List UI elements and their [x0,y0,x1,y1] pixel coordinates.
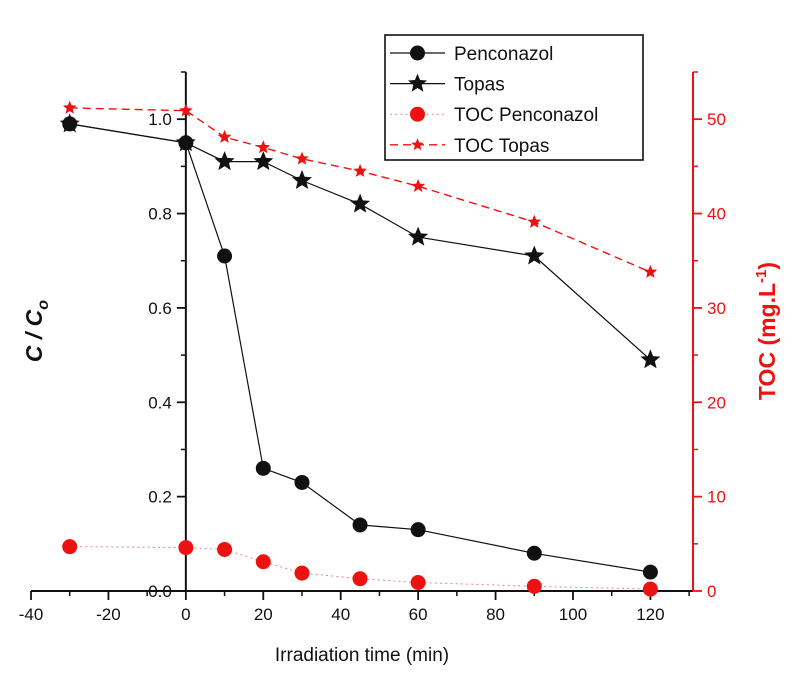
marker-star [643,264,658,278]
marker-star [408,73,427,92]
marker-star [411,138,424,151]
y-right-tick-label: 10 [707,488,726,507]
y-axis-title-right-close: ) [754,262,780,270]
series-toc-topas [62,100,658,278]
legend-item-topas: Topas [390,73,505,96]
marker-circle [294,565,310,581]
marker-star [295,151,309,165]
marker-star [350,193,371,213]
axes-layer: -40 -20 0 20 40 60 80 100 120 0.0 0.2 0.4 0.6 0.8 1.0 0… [19,71,726,624]
marker-circle [352,571,368,587]
y-right-tick-label: 40 [707,205,726,224]
legend-item-penconazol: Penconazol [390,44,553,65]
marker-circle [410,575,426,591]
marker-star [253,151,274,171]
x-axis-title: Irradiation time (min) [275,645,449,666]
marker-circle [410,45,425,61]
x-tick-label: 20 [254,605,273,624]
marker-circle [642,564,658,580]
x-tick-label: 60 [409,605,428,624]
marker-star [411,179,425,192]
legend-box [384,34,644,161]
marker-circle [642,581,658,597]
marker-star [527,214,542,228]
legend-item-toc-topas: TOC Topas [390,136,549,157]
y-left-tick-label: 0.2 [148,488,172,507]
marker-circle [255,460,271,476]
legend: Penconazol Topas TOC Penconazol TOC Topas [384,34,644,161]
marker-circle [526,578,542,594]
y-right-tick-label: 0 [707,582,716,601]
x-tick-label: 120 [636,605,664,624]
legend-label: Topas [454,75,505,96]
marker-star [524,245,545,265]
marker-star [408,226,429,246]
x-tick-label: 40 [331,605,350,624]
y-right-tick-label: 50 [707,110,726,129]
marker-circle [217,541,233,557]
x-tick-label: -20 [96,605,121,624]
marker-circle [352,517,368,533]
marker-circle [294,474,310,490]
legend-label: TOC Penconazol [454,105,598,126]
y-left-tick-label: 1.0 [148,110,172,129]
x-tick-label: -40 [19,605,44,624]
marker-star [353,163,367,177]
marker-circle [62,539,78,555]
y-axis-title-left: C / Co [21,300,52,362]
legend-label: TOC Topas [454,136,549,157]
marker-star [256,140,271,154]
marker-star [175,132,196,152]
marker-star [217,129,232,143]
y-left-tick-label: 0.0 [148,582,172,601]
x-tick-label: 80 [486,605,505,624]
marker-circle [410,522,426,538]
legend-label: Penconazol [454,44,553,65]
series-layer [59,100,661,597]
marker-star [214,151,235,171]
x-tick-label: 100 [559,605,587,624]
marker-star [179,103,193,117]
legend-item-toc-penconazol: TOC Penconazol [390,105,598,126]
marker-circle [178,540,194,556]
marker-circle [526,545,542,561]
series-topas [59,113,661,369]
marker-star [59,113,80,133]
x-tick-label: 0 [181,605,190,624]
y-axis-title-right: TOC (mg.L-1) [753,262,780,400]
marker-circle [217,248,233,264]
y-left-tick-label: 0.8 [148,205,172,224]
y-left-tick-label: 0.4 [148,393,172,412]
y-axis-title-left-main: C / C [21,309,47,362]
series-penconazol [62,116,658,580]
series-toc-penconazol [62,539,658,597]
marker-star [62,100,77,114]
y-axis-title-left-sub: o [35,300,52,310]
marker-circle [255,554,271,570]
y-left-tick-label: 0.6 [148,299,172,318]
marker-star [292,170,312,189]
y-axis-title-right-sup: -1 [753,270,770,283]
y-right-tick-label: 20 [707,393,726,412]
y-right-tick-label: 30 [707,299,726,318]
marker-circle [410,106,425,122]
series-line [69,107,651,273]
marker-star [640,349,661,369]
y-axis-title-right-main: TOC (mg.L [754,283,780,400]
